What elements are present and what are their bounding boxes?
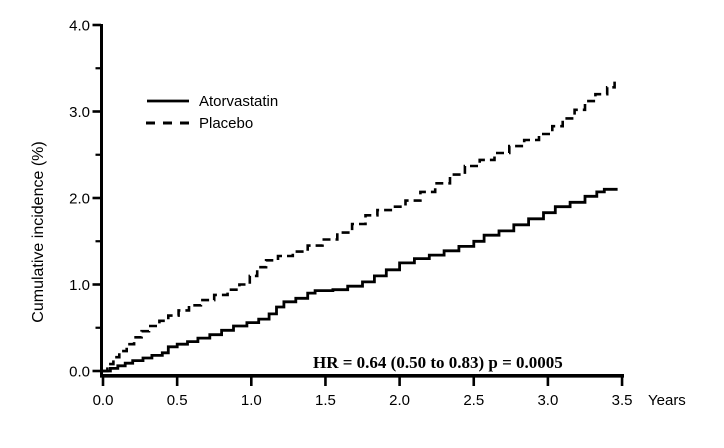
x-tick-label: 0.0 [93,392,114,409]
x-tick-label: 3.5 [612,392,633,409]
x-tick-label: 2.5 [463,392,484,409]
x-tick-label: 0.5 [167,392,188,409]
y-axis-title: Cumulative incidence (%) [30,141,47,322]
legend-label-atorvastatin: Atorvastatin [199,93,278,110]
y-tick-label: 1.0 [69,277,90,294]
x-tick-label: 1.5 [315,392,336,409]
x-tick-label: 3.0 [537,392,558,409]
series-curve-placebo [103,81,616,373]
y-tick-label: 0.0 [69,364,90,381]
x-axis-unit-label: Years [648,392,686,409]
series-curves [103,81,618,373]
hazard-ratio-annotation: HR = 0.64 (0.50 to 0.83) p = 0.0005 [313,353,563,372]
y-tick-label: 4.0 [69,18,90,35]
x-tick-label: 2.0 [389,392,410,409]
series-curve-atorvastatin [103,187,618,373]
x-axis-ticks: 0.0 0.5 1.0 1.5 2.0 2.5 3.0 3.5 [93,377,633,409]
y-axis-ticks: 0.0 1.0 2.0 3.0 4.0 [69,18,101,381]
x-tick-label: 1.0 [241,392,262,409]
y-tick-label: 3.0 [69,104,90,121]
legend-label-placebo: Placebo [199,115,253,132]
legend: Atorvastatin Placebo [146,93,278,132]
y-tick-label: 2.0 [69,191,90,208]
